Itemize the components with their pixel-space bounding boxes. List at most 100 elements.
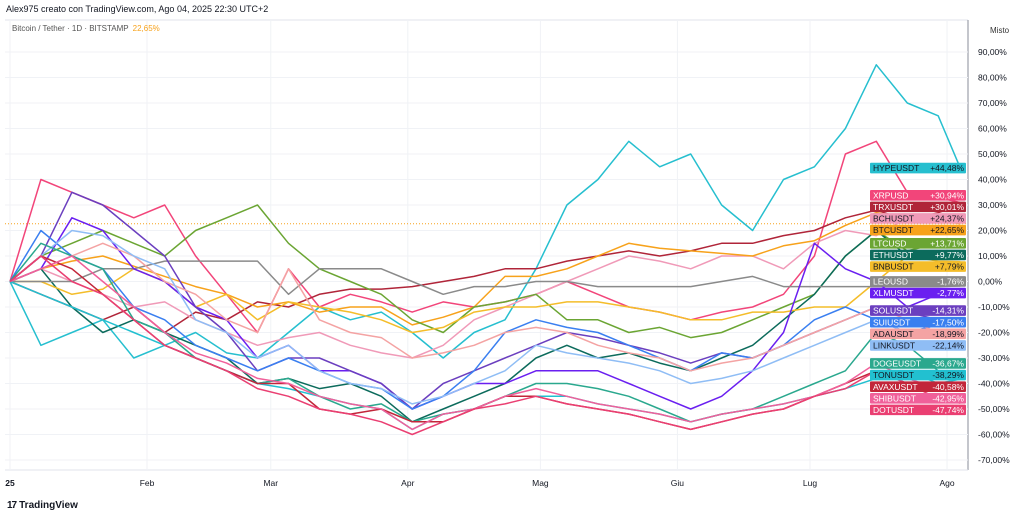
- series-label-name: SHIBUSDT: [873, 393, 916, 403]
- y-tick-label: -40,00%: [978, 379, 1010, 389]
- series-label-name: BTCUSDT: [873, 225, 913, 235]
- series-label-background: [870, 249, 966, 261]
- series-label-suiusdt[interactable]: SUIUSDT -17,50%: [870, 316, 966, 328]
- y-tick-label: -20,00%: [978, 328, 1010, 338]
- series-line-ethusdt: [9, 229, 961, 423]
- series-label-value: +30,01%: [930, 202, 964, 212]
- series-label-name: BCHUSDT: [873, 214, 914, 224]
- y-tick-label: 0,00%: [978, 277, 1003, 287]
- series-line-bnbusdt: [10, 255, 961, 334]
- series-label-background: [870, 392, 966, 404]
- series-label-tonusdt[interactable]: TONUSDT -38,29%: [870, 369, 966, 381]
- series-label-background: [870, 261, 966, 272]
- x-tick-label: Ago: [939, 478, 954, 488]
- series-label-name: LINKUSDT: [873, 340, 915, 350]
- x-tick-label: Mag: [532, 478, 549, 488]
- series-label-value: -14,31%: [932, 306, 964, 316]
- y-tick-label: -10,00%: [978, 302, 1010, 312]
- series-label-background: [870, 381, 966, 392]
- series-label-background: [870, 162, 966, 174]
- x-tick-label: Feb: [140, 478, 155, 488]
- series-label-value: -38,29%: [932, 370, 964, 380]
- y-tick-label: 90,00%: [978, 47, 1007, 57]
- series-label-value: +30,94%: [930, 190, 964, 200]
- series-line-hypeusdt: [9, 64, 961, 359]
- series-label-name: HYPEUSDT: [873, 163, 919, 173]
- y-tick-label: -30,00%: [978, 353, 1010, 363]
- series-label-value: -1,76%: [937, 277, 964, 287]
- series-label-leousd[interactable]: LEOUSD -1,76%: [870, 276, 966, 287]
- symbol-legend[interactable]: Bitcoin / Tether · 1D · BITSTAMP 22,65%: [12, 24, 160, 33]
- series-label-btcusdt[interactable]: BTCUSDT +22,65%: [870, 224, 966, 236]
- series-line-adausdt: [9, 242, 961, 372]
- series-label-name: XLMUSDT: [873, 288, 914, 298]
- series-label-background: [870, 305, 966, 316]
- series-label-ltcusd[interactable]: LTCUSD +13,71%: [870, 238, 966, 249]
- series-label-name: ETHUSDT: [873, 250, 913, 260]
- series-label-xlmusdt[interactable]: XLMUSDT -2,77%: [870, 287, 966, 299]
- series-line-bchusdt: [9, 217, 961, 359]
- series-line-avaxusdt: [9, 255, 961, 431]
- series-line-trxusdt: [9, 204, 961, 334]
- series-line-shibusdt: [9, 255, 961, 431]
- series-labels: HYPEUSDT +44,48% XRPUSD +30,94% TRXUSDT +30,0…: [870, 162, 966, 416]
- series-label-shibusdt[interactable]: SHIBUSDT -42,95%: [870, 392, 966, 404]
- series-label-trxusdt[interactable]: TRXUSDT +30,01%: [870, 201, 966, 213]
- series-label-value: +13,71%: [930, 238, 964, 248]
- time-axis[interactable]: 25 Feb Mar Apr Mag Giu Lug Ago: [5, 478, 955, 488]
- series-label-background: [870, 340, 966, 351]
- grid: [5, 19, 969, 471]
- x-tick-label: Apr: [401, 478, 414, 488]
- series-label-background: [870, 189, 966, 201]
- series-label-hypeusdt[interactable]: HYPEUSDT +44,48%: [870, 162, 966, 174]
- series-lines: [9, 64, 961, 436]
- series-line-linkusdt: [9, 229, 961, 405]
- tradingview-brand: TradingView: [19, 500, 78, 511]
- series-label-background: [870, 358, 966, 369]
- symbol-change: 22,65%: [132, 24, 160, 33]
- y-tick-label: 80,00%: [978, 73, 1007, 83]
- symbol-title: Bitcoin / Tether · 1D · BITSTAMP: [12, 24, 129, 33]
- series-label-value: +24,37%: [930, 214, 964, 224]
- series-label-background: [870, 404, 966, 416]
- series-label-background: [870, 201, 966, 213]
- y-tick-label: 70,00%: [978, 98, 1007, 108]
- scale-mode-label[interactable]: Misto: [990, 26, 1010, 35]
- x-tick-label: 25: [5, 478, 15, 488]
- series-label-value: +44,48%: [930, 163, 964, 173]
- series-label-name: DOTUSDT: [873, 405, 914, 415]
- series-label-bchusdt[interactable]: BCHUSDT +24,37%: [870, 213, 966, 224]
- series-label-ethusdt[interactable]: ETHUSDT +9,77%: [870, 249, 966, 261]
- series-line-xlmusdt: [9, 217, 961, 410]
- credit-text: Alex975 creato con TradingView.com, Ago …: [6, 4, 269, 14]
- series-label-adausdt[interactable]: ADAUSDT -18,99%: [870, 328, 966, 340]
- series-label-avaxusdt[interactable]: AVAXUSDT -40,58%: [870, 381, 966, 392]
- series-label-name: SUIUSDT: [873, 317, 910, 327]
- series-label-dotusdt[interactable]: DOTUSDT -47,74%: [870, 404, 966, 416]
- series-label-value: -40,58%: [932, 382, 964, 392]
- y-tick-label: 60,00%: [978, 124, 1007, 134]
- series-label-linkusdt[interactable]: LINKUSDT -22,14%: [870, 340, 966, 351]
- series-label-name: XRPUSD: [873, 190, 908, 200]
- series-label-background: [870, 328, 966, 340]
- series-label-value: +22,65%: [930, 225, 964, 235]
- price-axis[interactable]: 90,00% 80,00% 70,00% 60,00% 50,00% 40,00% 30,0…: [978, 47, 1010, 465]
- y-tick-label: 40,00%: [978, 175, 1007, 185]
- series-label-name: DOGEUSDT: [873, 359, 921, 369]
- y-tick-label: 30,00%: [978, 200, 1007, 210]
- series-label-name: AVAXUSDT: [873, 382, 918, 392]
- series-label-background: [870, 224, 966, 236]
- y-tick-label: 50,00%: [978, 149, 1007, 159]
- series-label-solusdt[interactable]: SOLUSDT -14,31%: [870, 305, 966, 316]
- series-label-value: -47,74%: [932, 405, 964, 415]
- y-tick-label: -70,00%: [978, 455, 1010, 465]
- series-label-value: -36,67%: [932, 359, 964, 369]
- series-label-xrpusd[interactable]: XRPUSD +30,94%: [870, 189, 966, 201]
- series-label-value: -42,95%: [932, 393, 964, 403]
- tradingview-logo[interactable]: 17 TradingView: [7, 500, 78, 511]
- y-tick-label: 10,00%: [978, 251, 1007, 261]
- series-label-dogeusdt[interactable]: DOGEUSDT -36,67%: [870, 358, 966, 369]
- series-line-dotusdt: [9, 255, 961, 436]
- series-label-bnbusdt[interactable]: BNBUSDT +7,79%: [870, 261, 966, 272]
